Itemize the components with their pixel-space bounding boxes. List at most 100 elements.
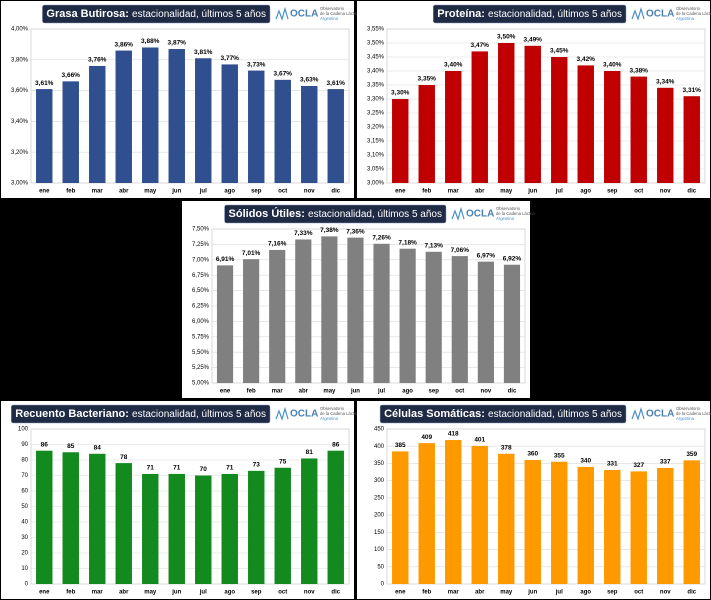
bar [62, 452, 79, 584]
logo-name: OCLA [646, 409, 674, 420]
y-tick-label: 3,00% [367, 181, 385, 187]
bar [115, 463, 132, 584]
chart-panel: 0 10 20 30 40 50 60 70 80 90 100 86 ene 85 feb 84 mar 78 a… [1, 401, 359, 599]
y-tick-label: 70 [21, 473, 28, 479]
x-tick-label: feb [422, 189, 431, 195]
bar [498, 43, 515, 183]
x-tick-label: ago [224, 590, 235, 596]
x-tick-label: feb [66, 189, 75, 195]
value-label: 3,73% [247, 61, 266, 68]
chart-panel: 3,00% 3,20% 3,40% 3,60% 3,80% 4,00% 3,61% ene 3,… [1, 1, 359, 198]
bar [524, 460, 541, 584]
bar [445, 71, 462, 183]
x-tick-label: jul [555, 590, 563, 596]
bar [630, 471, 647, 584]
value-label: 6,91% [216, 256, 235, 263]
value-label: 3,40% [444, 62, 463, 69]
logo-line: Argentina [496, 216, 515, 221]
title-bold: Sólidos Útiles: [229, 207, 305, 220]
x-tick-label: jun [350, 389, 360, 395]
bar [36, 450, 53, 584]
x-tick-label: dic [687, 189, 696, 195]
bar [657, 87, 674, 183]
bar [142, 47, 159, 184]
bar [451, 256, 468, 383]
x-tick-label: oct [634, 590, 643, 596]
bar [301, 458, 318, 584]
value-label: 86 [41, 441, 49, 448]
logo-line: Observatorio [496, 206, 521, 211]
x-tick-label: nov [481, 389, 492, 395]
logo-line: Observatorio [320, 6, 345, 11]
logo-icon [631, 6, 645, 21]
value-label: 73 [253, 462, 261, 469]
y-tick-label: 6,50% [192, 288, 210, 294]
y-tick-label: 450 [374, 427, 385, 433]
chart-title: Proteína: estacionalidad, últimos 5 años [437, 8, 622, 20]
x-tick-label: nov [304, 590, 315, 596]
value-label: 3,42% [577, 56, 596, 63]
value-label: 3,76% [88, 57, 107, 64]
value-label: 3,63% [300, 77, 319, 84]
value-label: 327 [633, 462, 644, 469]
x-tick-label: feb [247, 389, 256, 395]
x-tick-label: abr [119, 590, 129, 596]
x-tick-label: oct [278, 590, 287, 596]
chart-title: Grasa Butirosa: estacionalidad, últimos … [46, 8, 266, 20]
bar [524, 45, 541, 183]
x-tick-label: ene [220, 389, 231, 395]
bar [216, 265, 234, 383]
x-tick-label: abr [475, 189, 485, 195]
bar [425, 251, 442, 383]
title-rest: estacionalidad, últimos 5 años [132, 9, 266, 20]
y-tick-label: 3,50% [367, 41, 385, 47]
title-background [224, 204, 447, 224]
bar [503, 264, 521, 383]
title-box: Sólidos Útiles: estacionalidad, últimos … [224, 204, 447, 224]
y-tick-label: 3,25% [367, 111, 385, 117]
value-label: 418 [448, 431, 459, 438]
x-tick-label: oct [634, 189, 643, 195]
bar [392, 451, 409, 584]
bar [195, 475, 212, 584]
y-tick-label: 90 [21, 442, 28, 448]
value-label: 7,16% [268, 241, 287, 248]
bar [683, 460, 700, 584]
title-box: Células Somáticas: estacionalidad, últim… [379, 404, 627, 424]
x-tick-label: mar [92, 189, 104, 195]
bar [248, 70, 265, 183]
value-label: 3,66% [62, 72, 81, 79]
value-label: 3,50% [497, 34, 516, 41]
bar [168, 49, 185, 183]
title-rest: estacionalidad, últimos 5 años [488, 9, 622, 20]
y-tick-label: 200 [374, 513, 385, 519]
x-tick-label: sep [607, 590, 618, 596]
bar [269, 249, 286, 383]
bar [274, 79, 291, 183]
logo-line: Argentina [676, 16, 695, 21]
x-tick-label: oct [455, 389, 464, 395]
bar [471, 445, 488, 584]
x-tick-label: sep [251, 189, 262, 195]
title-background [11, 404, 271, 424]
title-background [42, 4, 271, 24]
value-label: 3,49% [524, 37, 543, 44]
x-tick-label: dic [331, 189, 340, 195]
bar [295, 239, 312, 383]
bar [347, 237, 364, 383]
plot-area [386, 428, 706, 585]
logo-icon [275, 406, 289, 421]
x-tick-label: abr [299, 389, 309, 395]
chart-panel: 5,00% 5,25% 5,50% 5,75% 6,00% 6,25% 6,50% 6,75%… [182, 201, 535, 398]
value-label: 81 [306, 449, 314, 456]
value-label: 7,26% [372, 235, 391, 242]
value-label: 7,01% [242, 250, 261, 257]
title-box: Proteína: estacionalidad, últimos 5 años [433, 4, 627, 24]
title-bold: Células Somáticas: [384, 408, 485, 420]
y-tick-label: 6,75% [192, 273, 210, 279]
x-tick-label: dic [687, 590, 696, 596]
